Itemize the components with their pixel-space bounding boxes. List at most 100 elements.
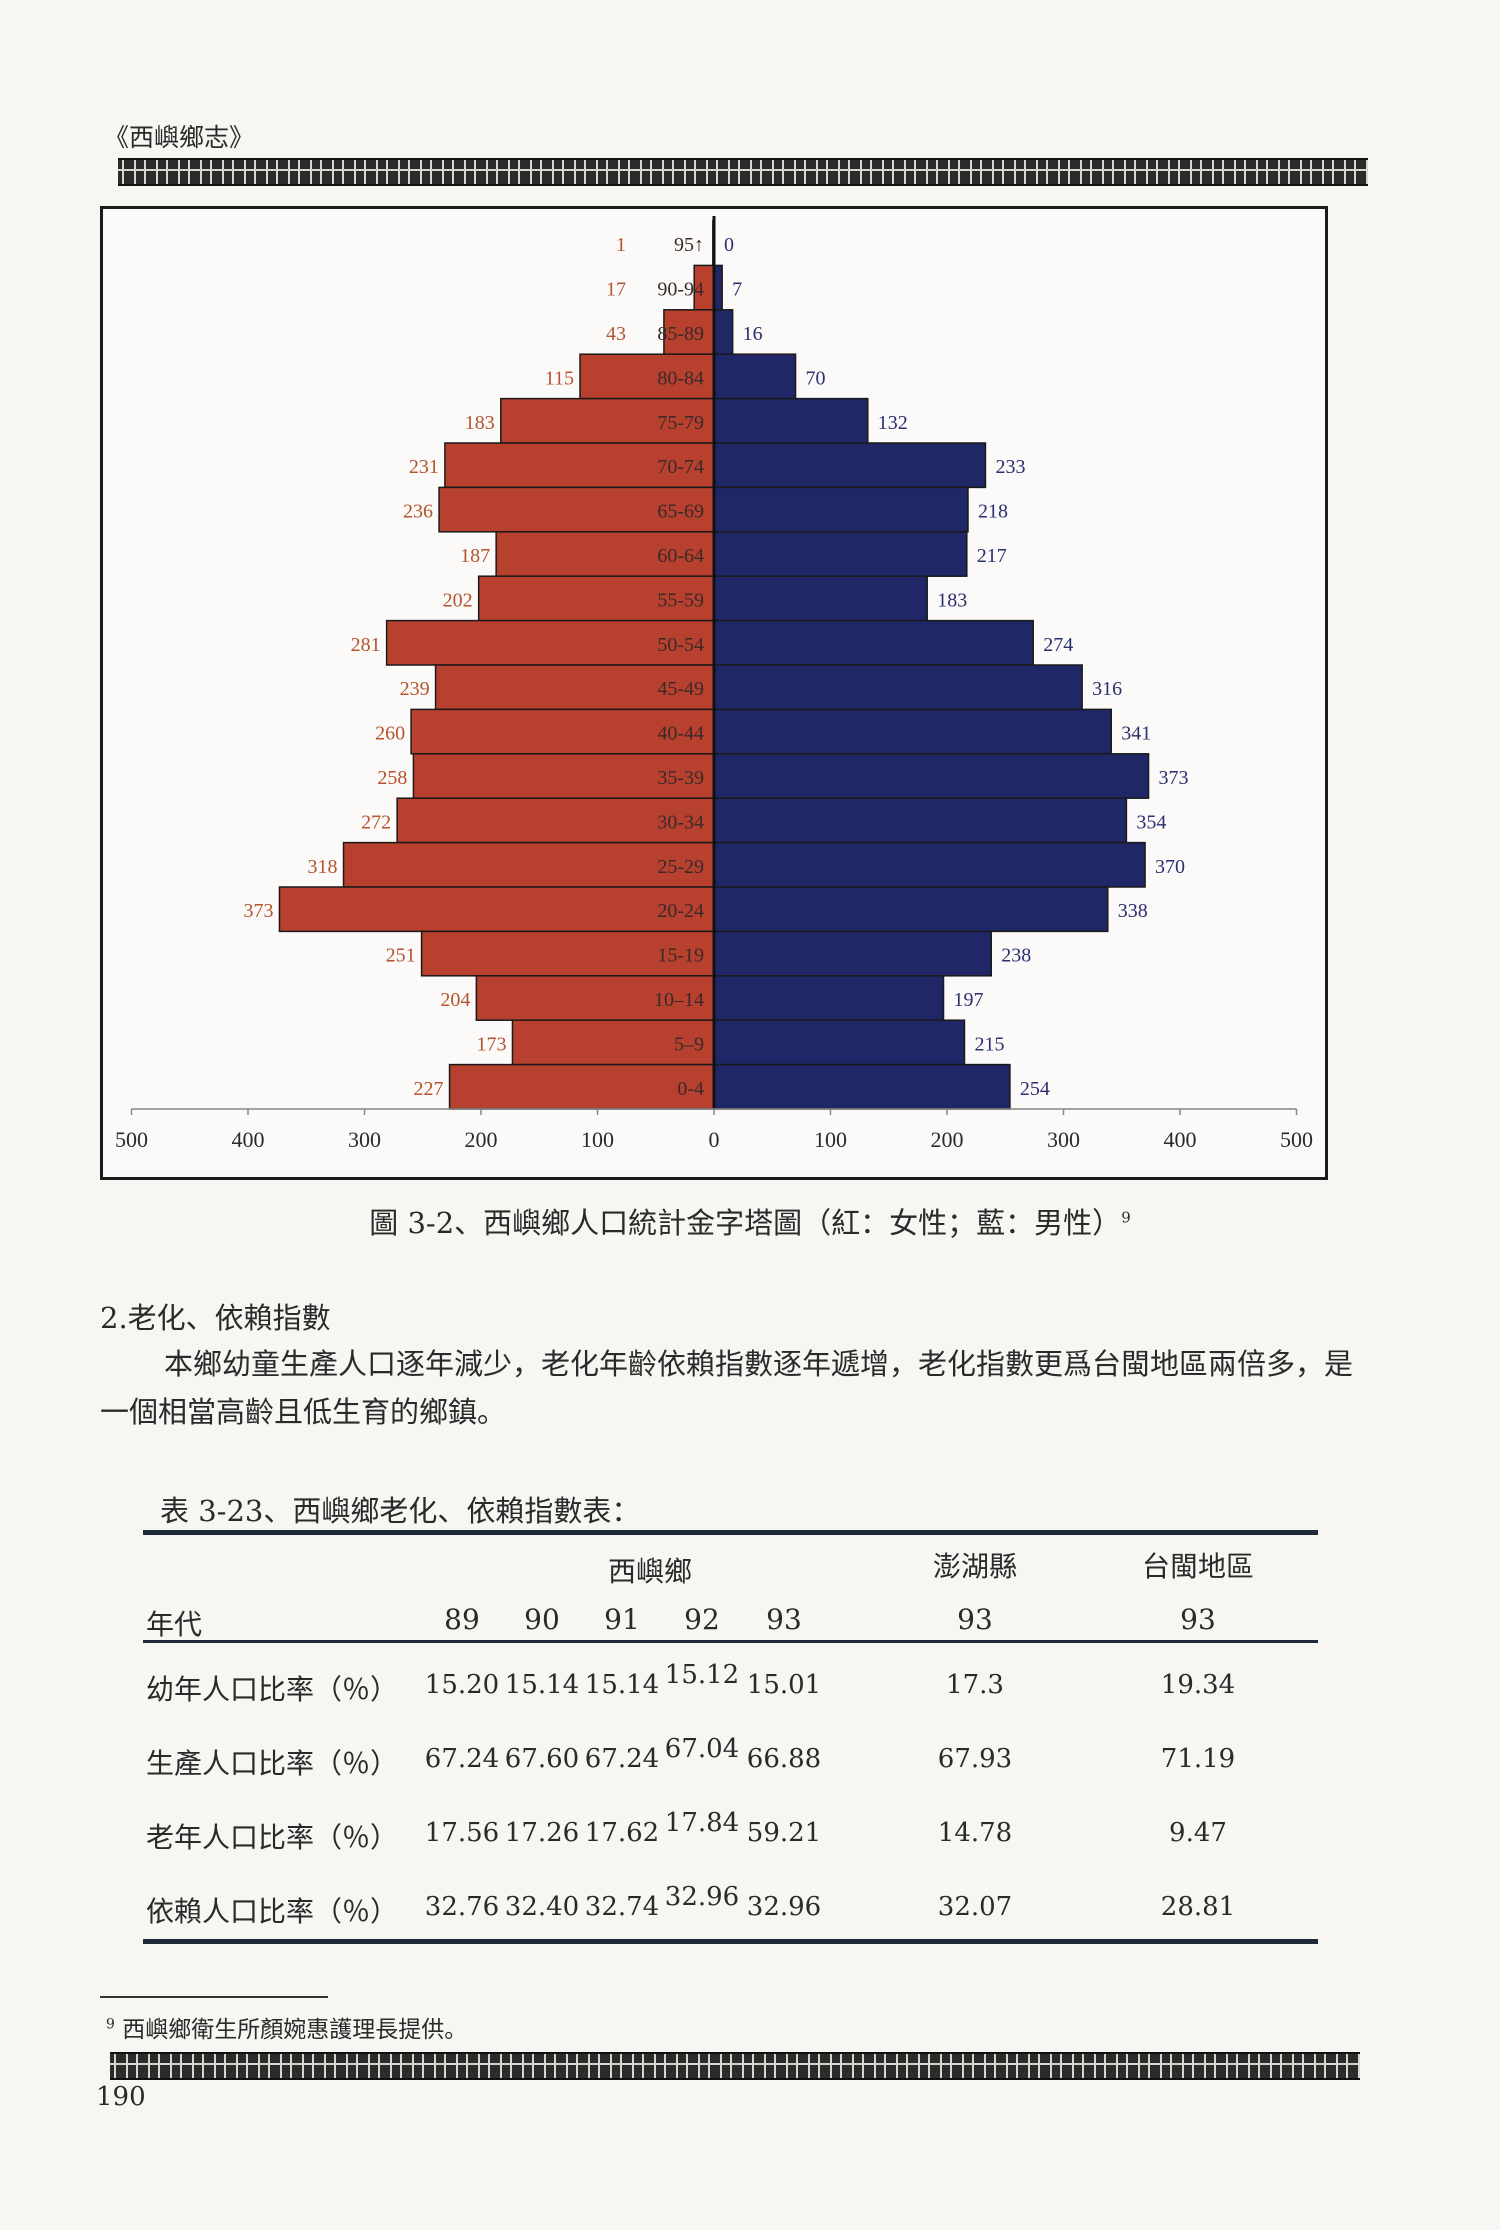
female-value-label: 187 [460,545,490,567]
table-cell: 15.20 [424,1670,500,1700]
male-bar [713,309,734,355]
male-value-label: 341 [1121,723,1151,745]
table-cell: 67.04 [664,1734,740,1764]
male-value-label: 16 [743,323,763,345]
age-group-label: 30-34 [657,811,704,833]
age-group-label: 20-24 [657,900,704,922]
x-tick-label: 300 [348,1127,381,1152]
male-bar [713,886,1109,933]
male-value-label: 0 [724,234,734,256]
female-value-label: 1 [616,234,626,256]
table-cell: 67.24 [584,1744,660,1774]
female-value-label: 183 [465,412,495,434]
female-value-label: 173 [476,1033,506,1055]
year-header: 93 [766,1603,802,1636]
table-bottom-rule [143,1939,1318,1944]
year-header: 90 [524,1603,560,1636]
group-header-taiwan: 台閩地區 [1141,1550,1255,1583]
male-bar [713,975,945,1021]
female-value-label: 43 [606,323,626,345]
female-bar [412,753,715,799]
male-bar [713,1019,966,1066]
table-cell: 32.96 [746,1892,822,1922]
male-value-label: 197 [954,989,984,1011]
male-bar [713,486,969,533]
female-value-label: 260 [375,723,405,745]
male-value-label: 254 [1020,1078,1050,1100]
age-group-label: 40-44 [657,723,704,745]
table-cell: 32.07 [937,1892,1013,1922]
female-value-label: 258 [377,767,407,789]
female-value-label: 251 [386,945,416,967]
table-cell: 15.12 [664,1660,740,1690]
x-tick-label: 400 [232,1127,265,1152]
age-group-label: 85-89 [657,323,704,345]
male-value-label: 274 [1043,634,1073,656]
x-tick-label: 400 [1164,1127,1197,1152]
female-bar [495,531,715,577]
male-value-label: 233 [995,456,1025,478]
male-value-label: 354 [1136,811,1166,833]
table-cell: 15.14 [504,1670,580,1700]
female-value-label: 281 [351,634,381,656]
group-header-penghu: 澎湖縣 [932,1550,1018,1583]
male-value-label: 7 [732,279,742,301]
female-value-label: 115 [545,367,574,389]
male-bar [713,664,1083,711]
table-cell: 67.60 [504,1744,580,1774]
female-bar [448,1063,715,1110]
male-bar [713,353,797,400]
age-group-label: 50-54 [657,634,704,656]
age-group-label: 0-4 [677,1078,704,1100]
age-group-label: 15-19 [657,945,704,967]
decorative-border-bottom [110,2052,1360,2080]
male-bar [713,619,1034,666]
age-group-label: 95↑ [674,234,704,256]
male-value-label: 316 [1092,678,1122,700]
table-cell: 17.26 [504,1818,580,1848]
table-cell: 67.24 [424,1744,500,1774]
female-bar [438,486,715,533]
female-value-label: 202 [443,589,473,611]
female-bar [342,841,715,888]
group-header-xiyu: 西嶼鄉 [607,1555,693,1588]
female-bar [511,1019,715,1066]
table-cell: 67.93 [937,1744,1013,1774]
year-header: 93 [1180,1603,1216,1636]
table-cell: 17.84 [664,1808,740,1838]
x-tick-label: 100 [581,1127,614,1152]
female-value-label: 17 [606,279,626,301]
table-cell: 17.3 [946,1670,1004,1700]
x-tick-label: 0 [709,1127,720,1152]
age-group-label: 10–14 [654,989,704,1011]
year-label: 年代 [146,1608,203,1641]
female-value-label: 318 [308,856,338,878]
x-tick-label: 500 [1280,1127,1313,1152]
table-cell: 9.47 [1169,1818,1227,1848]
male-bar [713,531,968,577]
footnote-rule [100,1996,328,1998]
male-value-label: 338 [1118,900,1148,922]
female-value-label: 231 [409,456,439,478]
male-bar [713,797,1128,844]
table-cell: 17.56 [424,1818,500,1848]
table-cell: 17.62 [584,1818,660,1848]
age-group-label: 60-64 [657,545,704,567]
male-value-label: 373 [1159,767,1189,789]
decorative-border-top [118,158,1368,186]
female-value-label: 272 [361,811,391,833]
row-label: 生產人口比率（％） [146,1747,399,1780]
year-header: 91 [604,1603,640,1636]
table-cell: 32.74 [584,1892,660,1922]
table-title: 表 3-23、西嶼鄉老化、依賴指數表： [160,1494,641,1528]
page-number: 190 [96,2082,146,2112]
female-value-label: 236 [403,501,433,523]
female-bar [410,708,715,755]
row-label: 老年人口比率（％） [146,1821,399,1854]
male-value-label: 238 [1001,945,1031,967]
table-cell: 32.76 [424,1892,500,1922]
table-header-rule [143,1640,1318,1643]
male-value-label: 217 [977,545,1007,567]
male-bar [713,753,1150,799]
age-group-label: 65-69 [657,501,704,523]
